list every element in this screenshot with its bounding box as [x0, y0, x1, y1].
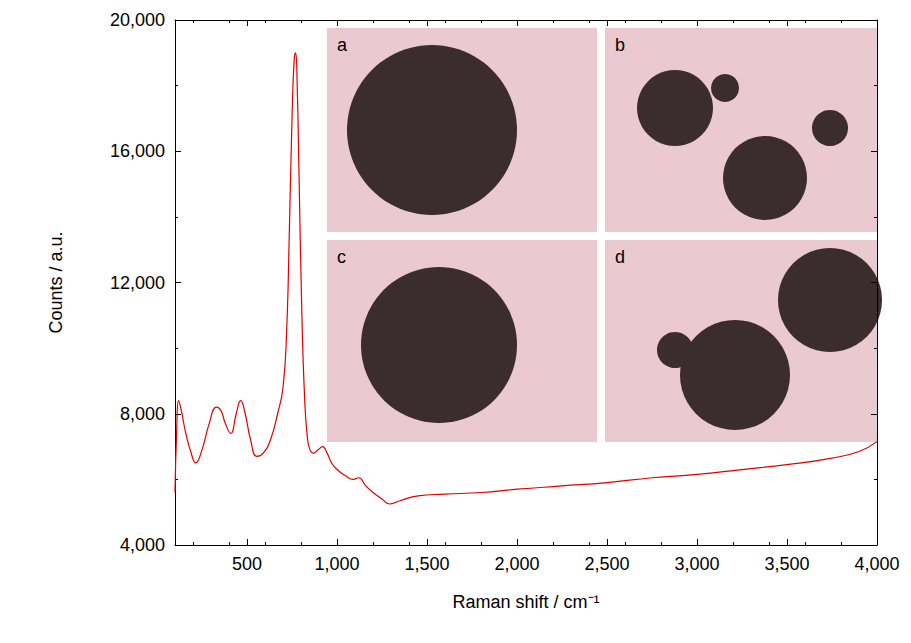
svg-text:1,500: 1,500 [404, 554, 449, 574]
svg-text:4,000: 4,000 [854, 554, 899, 574]
svg-text:d: d [615, 247, 625, 267]
svg-text:500: 500 [232, 554, 262, 574]
svg-text:20,000: 20,000 [110, 10, 165, 30]
svg-text:3,000: 3,000 [674, 554, 719, 574]
svg-text:4,000: 4,000 [120, 535, 165, 555]
svg-text:16,000: 16,000 [110, 141, 165, 161]
svg-text:Raman shift / cm⁻¹: Raman shift / cm⁻¹ [452, 592, 599, 612]
svg-text:Counts / a.u.: Counts / a.u. [46, 231, 66, 333]
svg-text:1,000: 1,000 [314, 554, 359, 574]
svg-text:b: b [615, 35, 625, 55]
svg-text:3,500: 3,500 [764, 554, 809, 574]
svg-text:c: c [337, 247, 346, 267]
svg-text:a: a [337, 35, 348, 55]
svg-text:12,000: 12,000 [110, 273, 165, 293]
svg-text:2,500: 2,500 [584, 554, 629, 574]
svg-text:2,000: 2,000 [494, 554, 539, 574]
svg-text:8,000: 8,000 [120, 404, 165, 424]
